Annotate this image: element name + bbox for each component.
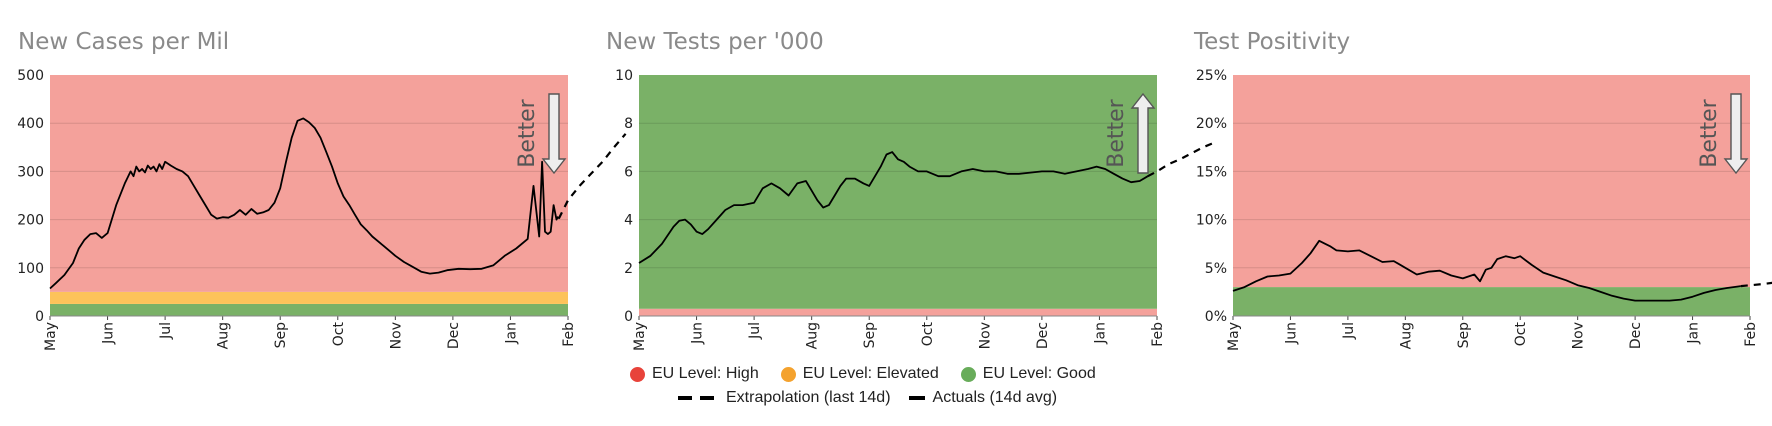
x-tick-label: Feb — [561, 322, 577, 347]
x-tick-label: Oct — [331, 322, 347, 347]
series-line-solid — [1232, 239, 1741, 302]
x-tick-label: Feb — [1743, 322, 1759, 347]
legend-item-actuals: Actuals (14d avg) — [908, 389, 1058, 407]
x-tick-label: Jan — [503, 322, 519, 345]
y-tick-label: 10% — [1196, 213, 1227, 229]
legend-item-high: EU Level: High — [630, 365, 759, 383]
y-tick-label: 8 — [624, 116, 633, 132]
legend-marker-elevated — [780, 366, 796, 382]
legend-label-extrapolation: Extrapolation (last 14d) — [726, 389, 891, 406]
band-good — [1233, 287, 1750, 316]
legend-marker-high — [630, 366, 645, 382]
y-tick-label: 500 — [17, 68, 44, 84]
x-tick-label: Aug — [1398, 322, 1414, 349]
x-tick-label: Nov — [1571, 322, 1587, 349]
x-tick-label: Jan — [1686, 322, 1702, 345]
x-tick-label: Jun — [101, 322, 117, 345]
x-tick-label: Nov — [388, 322, 404, 349]
y-tick-label: 4 — [624, 213, 633, 229]
y-tick-label: 15% — [1196, 164, 1227, 180]
y-tick-label: 200 — [17, 213, 44, 229]
x-tick-label: Jun — [1283, 322, 1299, 345]
better-arrow-icon — [541, 93, 567, 175]
x-tick-label: Oct — [920, 322, 936, 347]
x-tick-label: Dec — [1628, 322, 1644, 349]
y-tick-label: 0 — [624, 309, 633, 325]
y-tick-label: 2 — [624, 261, 633, 277]
x-tick-label: Jun — [690, 322, 706, 345]
legend-label-high: EU Level: High — [652, 365, 759, 382]
band-elevated — [50, 291, 568, 304]
x-tick-label: May — [632, 322, 648, 351]
x-tick-label: Dec — [1035, 322, 1051, 349]
legend-marker-solid — [908, 396, 925, 400]
band-good — [50, 303, 568, 316]
y-tick-label: 6 — [624, 164, 633, 180]
band-good — [639, 75, 1157, 309]
y-tick-label: 0 — [35, 309, 44, 325]
better-label: Better — [1697, 98, 1722, 167]
x-tick-label: Aug — [805, 322, 821, 349]
legend-marker-dashed — [678, 396, 718, 400]
x-tick-label: Jul — [747, 322, 763, 340]
x-tick-label: Feb — [1150, 322, 1166, 347]
y-tick-label: 25% — [1196, 68, 1227, 84]
x-tick-label: Aug — [216, 322, 232, 349]
x-tick-label: Dec — [446, 322, 462, 349]
legend-label-actuals: Actuals (14d avg) — [932, 389, 1058, 406]
y-tick-label: 400 — [17, 116, 44, 132]
x-tick-label: Sep — [273, 322, 289, 349]
x-tick-label: Jul — [158, 322, 174, 340]
legend-label-elevated: EU Level: Elevated — [802, 365, 939, 382]
legend-item-elevated: EU Level: Elevated — [780, 365, 939, 383]
legend-label-good: EU Level: Good — [982, 365, 1096, 382]
chart-panel-1: New Cases per Mil 0 100 200 300 400 500 May Jun J… — [17, 29, 627, 351]
chart-title: New Cases per Mil — [18, 29, 229, 55]
better-label: Better — [1104, 98, 1129, 167]
x-tick-label: Sep — [862, 322, 878, 349]
band-high — [1233, 75, 1750, 288]
better-arrow-icon — [1130, 92, 1156, 174]
band-high — [50, 75, 568, 292]
y-tick-label: 10 — [615, 68, 633, 84]
y-tick-label: 0% — [1205, 309, 1227, 325]
series-line-dashed — [557, 133, 627, 220]
x-tick-label: Jul — [1341, 322, 1357, 340]
x-tick-label: May — [43, 322, 59, 351]
x-tick-label: Nov — [977, 322, 993, 349]
chart-panel-3: Test Positivity 0% 5% 10% 15% 20% 25% May Jun Jul… — [1193, 29, 1772, 351]
x-tick-label: Sep — [1456, 322, 1472, 349]
y-tick-label: 20% — [1196, 116, 1227, 132]
legend: EU Level: High EU Level: Elevated EU Lev… — [630, 362, 1170, 414]
band-high — [639, 308, 1157, 316]
series-line-solid — [49, 117, 560, 290]
chart-title: Test Positivity — [1193, 29, 1350, 55]
y-tick-label: 300 — [17, 164, 44, 180]
legend-marker-good — [960, 366, 976, 382]
better-label: Better — [515, 98, 540, 167]
x-tick-label: Oct — [1513, 322, 1529, 347]
y-tick-label: 100 — [17, 261, 44, 277]
y-tick-label: 5% — [1205, 261, 1227, 277]
x-tick-label: May — [1226, 322, 1242, 351]
legend-item-good: EU Level: Good — [960, 365, 1096, 383]
x-tick-label: Jan — [1092, 322, 1108, 345]
chart-title: New Tests per '000 — [606, 29, 824, 55]
series-line-solid — [638, 151, 1149, 264]
chart-panel-2: New Tests per '000 0 2 4 6 8 10 May Jun Jul Aug Sep… — [606, 29, 1216, 351]
better-arrow-icon — [1723, 93, 1749, 175]
legend-item-extrapolation: Extrapolation (last 14d) — [678, 389, 891, 407]
